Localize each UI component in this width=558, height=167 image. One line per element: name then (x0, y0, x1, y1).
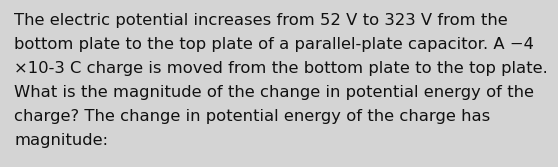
Text: bottom plate to the top plate of a parallel-plate capacitor. A −4: bottom plate to the top plate of a paral… (14, 37, 534, 52)
Text: The electric potential increases from 52 V to 323 V from the: The electric potential increases from 52… (14, 13, 508, 28)
Text: ×10-3 C charge is moved from the bottom plate to the top plate.: ×10-3 C charge is moved from the bottom … (14, 61, 548, 76)
Text: magnitude:: magnitude: (14, 133, 108, 148)
Text: charge? The change in potential energy of the charge has: charge? The change in potential energy o… (14, 109, 490, 124)
Text: What is the magnitude of the change in potential energy of the: What is the magnitude of the change in p… (14, 85, 534, 100)
